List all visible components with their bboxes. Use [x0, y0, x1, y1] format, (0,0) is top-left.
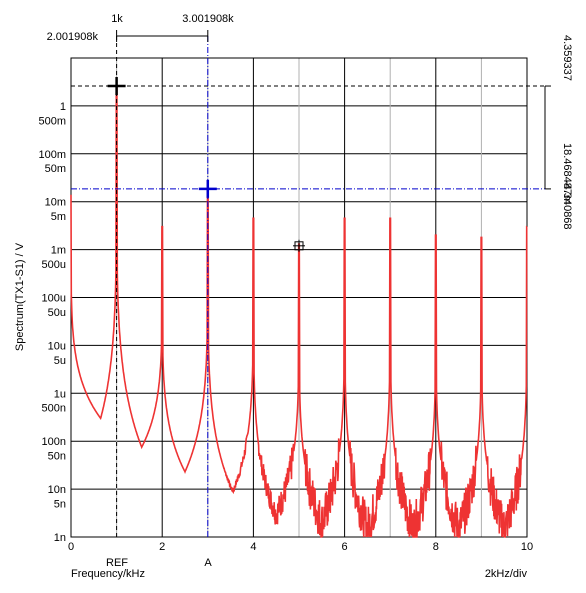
- y-tick-label: 500m: [38, 115, 66, 127]
- y-tick-label: 10m: [45, 197, 66, 209]
- x-scale-label: 2kHz/div: [485, 568, 528, 580]
- y-tick-labels: 1 500m 100m 50m 10m 5m 1m 500u 100u 50u 10u 5u 1u 500…: [38, 101, 66, 544]
- a-cursor-x-label: 3.001908k: [182, 13, 234, 25]
- y-tick-label: 100u: [42, 293, 66, 305]
- y-tick-label: 1: [60, 101, 66, 113]
- ref-cursor-x-label: 1k: [111, 13, 123, 25]
- x-tick-labels: 0 2 4 6 8 10: [68, 541, 533, 553]
- y-tick-label: 1n: [54, 532, 66, 544]
- y-tick-label: 10u: [48, 340, 66, 352]
- x-tick-label: 6: [342, 541, 348, 553]
- ref-cursor-name: REF: [106, 557, 128, 569]
- y-tick-label: 1m: [51, 245, 66, 257]
- y-tick-label: 10n: [48, 484, 66, 496]
- a-value-readout: -4.340868: [561, 180, 573, 230]
- x-tick-label: 2: [159, 541, 165, 553]
- y-tick-label: 1u: [54, 388, 66, 400]
- a-cursor-name: A: [204, 557, 212, 569]
- x-tick-label: 0: [68, 541, 74, 553]
- y-tick-label: 100m: [38, 149, 66, 161]
- y-tick-label: 50m: [45, 163, 66, 175]
- x-tick-label: 10: [521, 541, 533, 553]
- y-tick-label: 50n: [48, 451, 66, 463]
- x-tick-label: 8: [433, 541, 439, 553]
- ref-value-readout: 4.359337: [561, 35, 573, 81]
- y-tick-label: 500u: [42, 259, 66, 271]
- x-axis-label: Frequency/kHz: [71, 568, 145, 580]
- y-tick-label: 5m: [51, 211, 66, 223]
- cursor-offset-label: 2.001908k: [47, 31, 99, 43]
- y-axis-label: Spectrum(TX1-S1) / V: [14, 242, 26, 351]
- y-tick-label: 5n: [54, 499, 66, 511]
- y-tick-label: 500n: [42, 403, 66, 415]
- y-tick-label: 100n: [42, 436, 66, 448]
- cursor-layer: [71, 30, 551, 537]
- difference-value-readout: 18.468487m: [561, 143, 573, 204]
- y-tick-label: 5u: [54, 355, 66, 367]
- y-tick-label: 50u: [48, 307, 66, 319]
- x-tick-label: 4: [250, 541, 256, 553]
